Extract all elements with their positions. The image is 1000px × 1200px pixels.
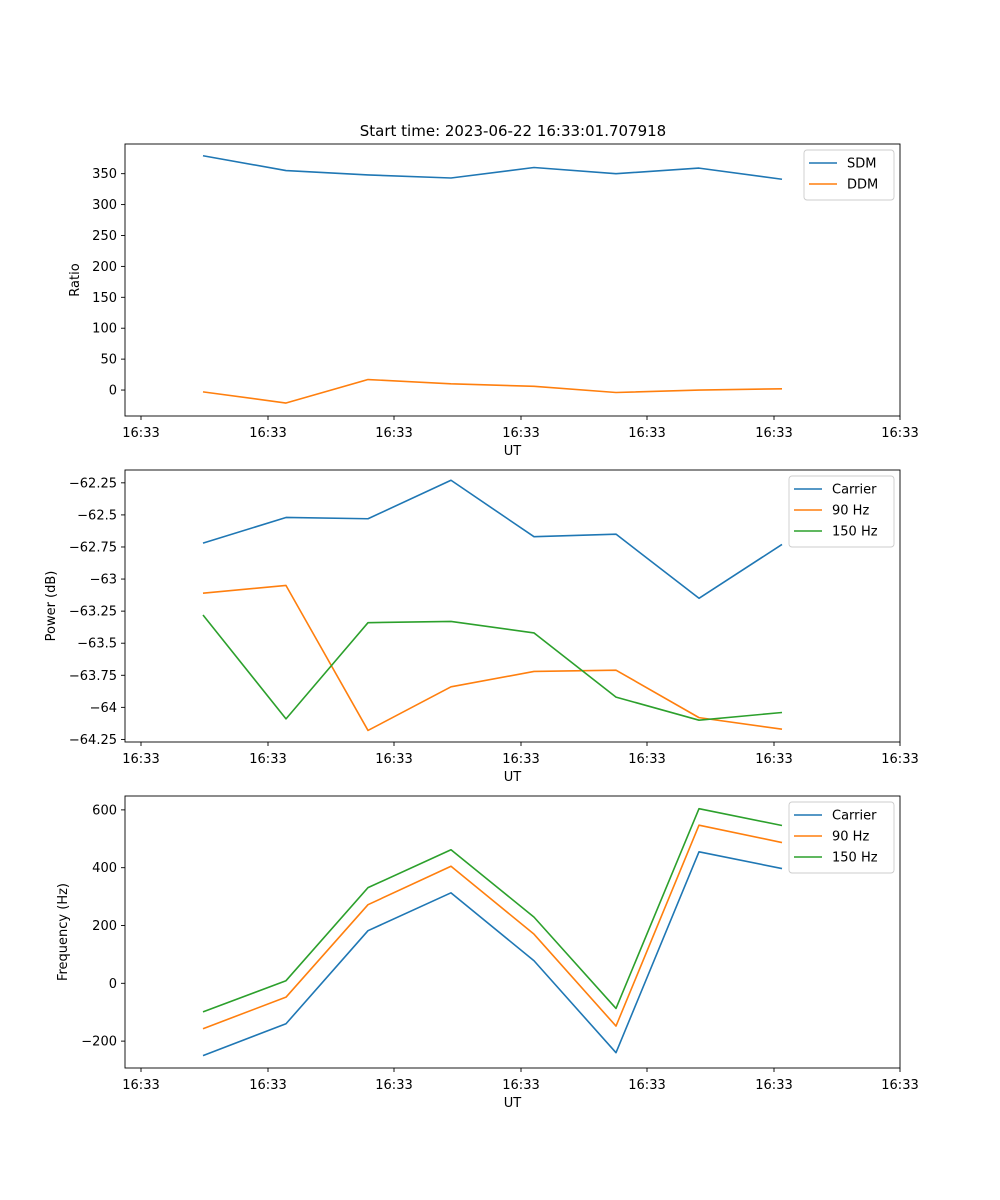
legend: SDM DDM — [803, 149, 895, 201]
axes-frame — [124, 795, 901, 1069]
legend-entry: 150 Hz — [832, 851, 878, 866]
x-tick-label: 16:33 — [249, 1078, 286, 1093]
y-tick-label: −62.75 — [69, 540, 117, 555]
x-tick-label: 16:33 — [881, 752, 918, 767]
y-tick-label: 200 — [92, 919, 117, 934]
series-line-1 — [202, 154, 783, 181]
y-tick-label: −62.25 — [69, 476, 117, 491]
x-tick-label: 16:33 — [755, 426, 792, 441]
axes-frame — [124, 469, 901, 743]
y-tick-label: −64.25 — [69, 733, 117, 748]
y-tick-label: 600 — [92, 803, 117, 818]
x-tick-label: 16:33 — [375, 1078, 412, 1093]
panel-3: 16:33 16:33 16:33 16:33 16:33 16:33 16:33 −200 0… — [56, 795, 919, 1111]
series-line-1 — [202, 850, 783, 1057]
x-tick-label: 16:33 — [502, 1078, 539, 1093]
legend-entry: Carrier — [832, 483, 877, 498]
x-tick-label: 16:33 — [755, 752, 792, 767]
x-tick-label: 16:33 — [628, 426, 665, 441]
figure-title: Start time: 2023-06-22 16:33:01.707918 — [360, 122, 666, 140]
x-tick-label: 16:33 — [628, 1078, 665, 1093]
series-line-1 — [202, 479, 783, 600]
x-tick-label: 16:33 — [249, 426, 286, 441]
x-axis-label: UT — [504, 770, 522, 785]
legend-entry: 90 Hz — [832, 504, 869, 519]
x-tick-label: 16:33 — [122, 426, 159, 441]
series-line-3 — [202, 614, 783, 721]
legend-entry: 90 Hz — [832, 830, 869, 845]
y-tick-label: 50 — [100, 353, 117, 368]
y-tick-label: −64 — [90, 701, 117, 716]
legend-entry: 150 Hz — [832, 525, 878, 540]
y-tick-label: −63.75 — [69, 669, 117, 684]
legend-entry: Carrier — [832, 809, 877, 824]
y-axis-label: Power (dB) — [44, 571, 59, 642]
axes-frame — [124, 143, 901, 417]
y-tick-label: 0 — [109, 384, 117, 399]
legend-entry: DDM — [847, 178, 878, 193]
y-tick-label: 0 — [109, 977, 117, 992]
y-tick-label: 200 — [92, 260, 117, 275]
x-axis-label: UT — [504, 1096, 522, 1111]
y-tick-label: −63 — [90, 573, 117, 588]
legend: Carrier 90 Hz 150 Hz — [788, 475, 895, 548]
x-tick-label: 16:33 — [249, 752, 286, 767]
y-axis-label: Frequency (Hz) — [56, 883, 71, 981]
legend-frame — [788, 475, 895, 548]
y-tick-label: 350 — [92, 167, 117, 182]
y-tick-label: 400 — [92, 861, 117, 876]
x-tick-label: 16:33 — [881, 426, 918, 441]
panel-1: 16:33 16:33 16:33 16:33 16:33 16:33 16:33 0 50 10… — [68, 143, 919, 459]
y-axis-label: Ratio — [68, 263, 83, 296]
y-tick-label: 100 — [92, 322, 117, 337]
legend: Carrier 90 Hz 150 Hz — [788, 801, 895, 874]
y-tick-label: −62.5 — [77, 508, 117, 523]
x-tick-label: 16:33 — [502, 752, 539, 767]
x-tick-label: 16:33 — [122, 752, 159, 767]
panels: 16:33 16:33 16:33 16:33 16:33 16:33 16:33 0 50 10… — [44, 143, 919, 1111]
x-tick-label: 16:33 — [502, 426, 539, 441]
x-tick-label: 16:33 — [375, 752, 412, 767]
y-tick-label: −63.5 — [77, 637, 117, 652]
x-tick-label: 16:33 — [628, 752, 665, 767]
x-axis-label: UT — [504, 444, 522, 459]
series-line-2 — [202, 584, 783, 732]
legend-entry: SDM — [847, 157, 876, 172]
y-tick-label: 150 — [92, 291, 117, 306]
series-line-3 — [202, 807, 783, 1013]
x-tick-label: 16:33 — [375, 426, 412, 441]
series-line-2 — [202, 824, 783, 1030]
y-tick-label: −200 — [81, 1035, 117, 1050]
series-line-2 — [202, 378, 783, 404]
legend-frame — [788, 801, 895, 874]
y-tick-label: −63.25 — [69, 605, 117, 620]
x-tick-label: 16:33 — [755, 1078, 792, 1093]
panel-2: 16:33 16:33 16:33 16:33 16:33 16:33 16:33 −64.2… — [44, 469, 919, 785]
y-tick-label: 300 — [92, 198, 117, 213]
x-tick-label: 16:33 — [122, 1078, 159, 1093]
y-tick-label: 250 — [92, 229, 117, 244]
x-tick-label: 16:33 — [881, 1078, 918, 1093]
